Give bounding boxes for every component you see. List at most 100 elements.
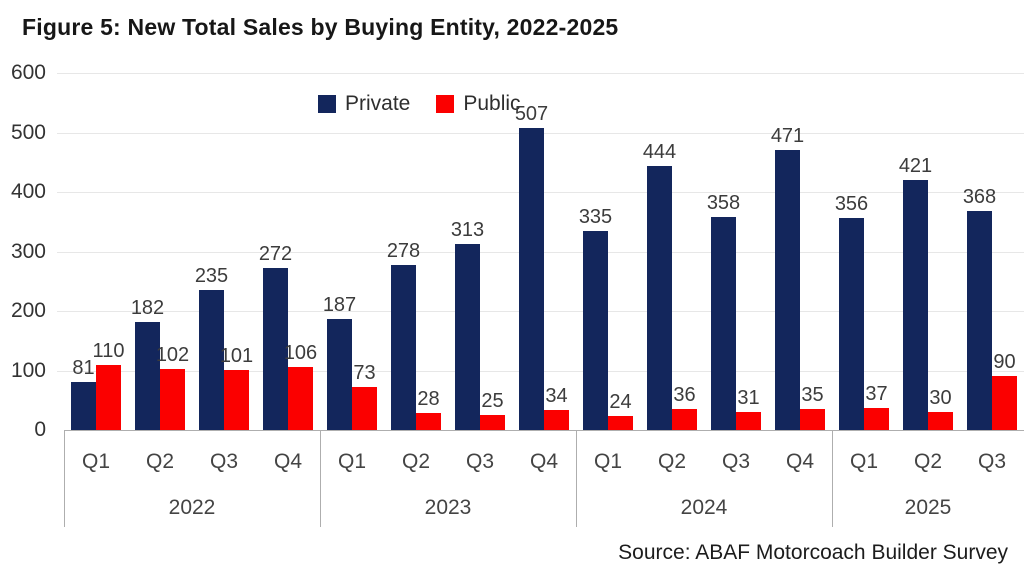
private-bar: 81 — [71, 357, 96, 430]
public-bar: 101 — [220, 345, 253, 430]
public-bar: 36 — [672, 384, 697, 430]
quarter-slot-2023-Q1: 187 73 — [320, 0, 384, 575]
y-axis-tick-label: 500 — [10, 120, 46, 144]
bar-value-label: 235 — [194, 265, 229, 288]
bar-value-label: 187 — [322, 293, 357, 316]
private-bar: 313 — [451, 219, 484, 430]
bar-value-label: 444 — [642, 140, 677, 163]
year-group-divider — [576, 430, 577, 527]
x-axis-quarter-label: Q3 — [209, 450, 238, 473]
quarter-slot-2024-Q4: 471 35 — [768, 0, 832, 575]
quarter-slot-2025-Q3: 368 90 — [960, 0, 1024, 575]
x-axis-quarter-label: Q1 — [81, 450, 110, 473]
x-axis-quarter-label: Q2 — [145, 450, 174, 473]
public-bar: 28 — [416, 388, 441, 431]
bar-value-label: 368 — [962, 186, 997, 209]
bar-value-label: 507 — [514, 103, 549, 126]
y-gridline — [57, 73, 1024, 74]
quarter-slot-2024-Q2: 444 36 — [640, 0, 704, 575]
x-axis-year-label: 2022 — [168, 496, 216, 519]
private-bar: 187 — [323, 294, 356, 431]
bar-value-label: 421 — [898, 154, 933, 177]
legend-item-private: Private — [318, 92, 410, 116]
bar-value-label: 36 — [673, 383, 696, 406]
bar-value-label: 272 — [258, 243, 293, 266]
public-bar: 110 — [93, 340, 124, 431]
quarter-slot-2022-Q1: 81 110 — [64, 0, 128, 575]
bar-value-label: 35 — [801, 384, 824, 407]
private-bar: 235 — [195, 265, 228, 430]
year-group-2023: Q1 187 73 Q2 278 28 Q3 313 25 Q4 507 34 2023 — [320, 0, 576, 575]
bar-value-label: 24 — [609, 390, 632, 413]
y-axis-tick-label: 100 — [10, 358, 46, 382]
chart-title: Figure 5: New Total Sales by Buying Enti… — [22, 14, 619, 40]
legend-item-public: Public — [436, 92, 521, 116]
year-group-2025: Q1 356 37 Q2 421 30 Q3 368 90 2025 — [832, 0, 1024, 575]
x-axis-year-label: 2025 — [904, 496, 952, 519]
public-bar: 24 — [608, 391, 633, 431]
bar-value-label: 31 — [737, 386, 760, 409]
bar-value-label: 37 — [865, 382, 888, 405]
bar-value-label: 25 — [481, 390, 504, 413]
x-axis-quarter-label: Q1 — [593, 450, 622, 473]
legend-label-private: Private — [345, 92, 411, 115]
bar-value-label: 471 — [770, 124, 805, 147]
private-bar: 471 — [771, 125, 804, 430]
x-axis-year-label: 2024 — [680, 496, 728, 519]
x-axis-quarter-label: Q4 — [529, 450, 558, 473]
private-bar: 421 — [899, 155, 932, 430]
x-axis-quarter-label: Q3 — [721, 450, 750, 473]
private-bar: 368 — [963, 186, 996, 431]
x-axis-quarter-label: Q3 — [465, 450, 494, 473]
public-bar: 30 — [928, 387, 953, 430]
y-axis-tick-label: 600 — [10, 61, 46, 84]
bar-value-label: 101 — [219, 344, 254, 367]
y-axis-tick-label: 200 — [10, 299, 46, 322]
public-bar: 73 — [352, 362, 377, 430]
x-axis-quarter-label: Q4 — [785, 450, 814, 473]
year-group-divider — [320, 430, 321, 527]
source-caption: Source: ABAF Motorcoach Builder Survey — [618, 541, 1008, 564]
bar-value-label: 106 — [283, 341, 318, 364]
x-axis-line — [64, 430, 1024, 431]
public-bar: 34 — [544, 385, 569, 430]
year-group-2022: Q1 81 110 Q2 182 102 Q3 235 101 Q4 272 106 2022 — [64, 0, 320, 575]
quarter-slot-2022-Q3: 235 101 — [192, 0, 256, 575]
quarter-slot-2022-Q2: 182 102 — [128, 0, 192, 575]
bar-value-label: 313 — [450, 218, 485, 241]
x-axis-quarter-label: Q2 — [401, 450, 430, 473]
quarter-slot-2025-Q2: 421 30 — [896, 0, 960, 575]
legend: Private Public — [318, 92, 521, 116]
x-axis-quarter-label: Q3 — [977, 450, 1006, 473]
bar-value-label: 81 — [72, 356, 95, 379]
y-axis-tick-label: 400 — [10, 180, 46, 203]
private-bar: 507 — [515, 103, 548, 431]
y-axis-tick-label: 300 — [10, 239, 46, 263]
private-bar: 182 — [131, 297, 164, 430]
private-bar: 335 — [579, 206, 612, 430]
private-bar: 278 — [387, 240, 420, 430]
bar-value-label: 102 — [155, 344, 190, 367]
quarter-slot-2023-Q3: 313 25 — [448, 0, 512, 575]
quarter-slot-2022-Q4: 272 106 — [256, 0, 320, 575]
x-axis-year-label: 2023 — [424, 496, 472, 519]
y-axis-tick-label: 0 — [34, 418, 46, 441]
quarter-slot-2025-Q1: 356 37 — [832, 0, 896, 575]
private-bar: 356 — [835, 193, 868, 430]
bar-value-label: 110 — [92, 339, 125, 362]
public-bar: 37 — [864, 383, 889, 430]
bar-value-label: 335 — [578, 205, 613, 228]
public-bar: 106 — [284, 342, 317, 431]
quarter-slot-2024-Q3: 358 31 — [704, 0, 768, 575]
bar-value-label: 90 — [993, 351, 1016, 374]
bar-value-label: 34 — [545, 384, 568, 407]
bar-value-label: 278 — [386, 239, 421, 262]
year-group-2024: Q1 335 24 Q2 444 36 Q3 358 31 Q4 471 35 2024 — [576, 0, 832, 575]
quarter-slot-2024-Q1: 335 24 — [576, 0, 640, 575]
quarter-slot-2023-Q2: 278 28 — [384, 0, 448, 575]
public-bar: 102 — [156, 344, 189, 430]
bar-value-label: 28 — [417, 388, 440, 411]
x-axis-quarter-label: Q2 — [913, 450, 942, 473]
